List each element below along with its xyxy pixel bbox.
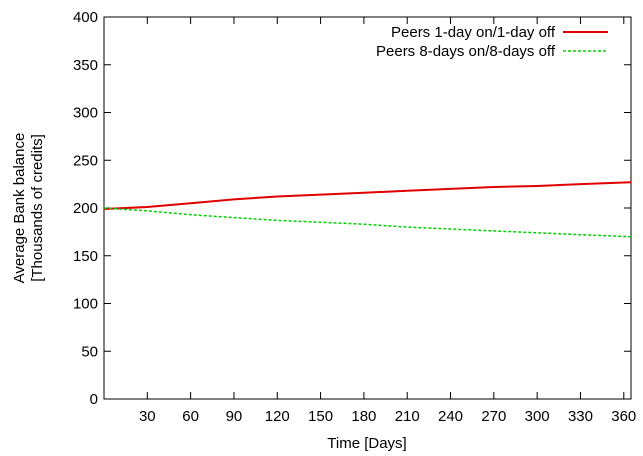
x-tick-label: 90 [226,408,243,425]
y-tick-label: 300 [73,105,98,122]
x-tick-label: 150 [308,408,333,425]
legend-label-series-2: Peers 8-days on/8-days off [376,43,556,60]
y-axis-title: Average Bank balance [Thousands of credi… [11,133,46,284]
legend: Peers 1-day on/1-day off Peers 8-days on… [376,24,608,60]
x-tick-label: 360 [611,408,636,425]
series-line-1 [103,181,632,210]
x-tick-label: 330 [568,408,593,425]
plot-frame [103,16,632,400]
y-tick-label: 250 [73,152,98,169]
series-line-2 [103,207,632,238]
legend-label-series-1: Peers 1-day on/1-day off [391,24,556,41]
y-tick-label: 350 [73,57,98,74]
x-tick-label: 210 [395,408,420,425]
x-tick-label: 60 [182,408,199,425]
y-tick-label: 200 [73,200,98,217]
y-axis-title-line-2: [Thousands of credits] [29,134,46,282]
y-tick-label: 50 [81,343,98,360]
series-lines [103,181,632,238]
y-axis-title-line-1: Average Bank balance [11,133,28,284]
axis-tick-labels: 0 50 100 150 200 250 300 350 400 30 60 90 120 150 180 2… [73,9,636,425]
x-tick-label: 270 [481,408,506,425]
y-tick-label: 100 [73,296,98,313]
x-tick-label: 30 [139,408,156,425]
axis-ticks [104,16,631,400]
y-tick-label: 0 [90,391,98,408]
x-tick-label: 300 [525,408,550,425]
x-tick-label: 120 [265,408,290,425]
y-tick-label: 400 [73,9,98,26]
y-tick-label: 150 [73,248,98,265]
x-tick-label: 180 [351,408,376,425]
x-axis-title: Time [Days] [327,435,406,452]
x-tick-label: 240 [438,408,463,425]
